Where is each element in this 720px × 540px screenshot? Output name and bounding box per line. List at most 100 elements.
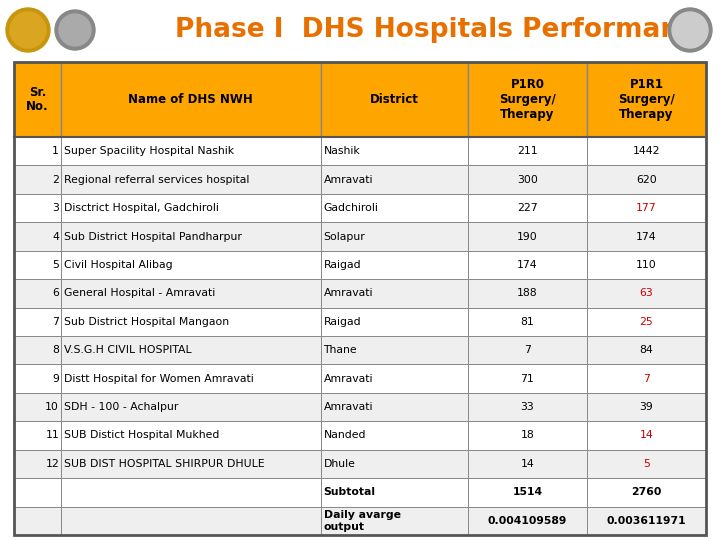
Text: 3: 3 xyxy=(52,203,59,213)
Bar xyxy=(14,194,61,222)
Bar xyxy=(320,222,468,251)
Bar xyxy=(320,393,468,421)
Bar xyxy=(61,393,320,421)
Text: Gadchiroli: Gadchiroli xyxy=(323,203,379,213)
Bar xyxy=(320,450,468,478)
Text: 2760: 2760 xyxy=(631,488,662,497)
Bar xyxy=(587,137,706,165)
Text: SUB Distict Hospital Mukhed: SUB Distict Hospital Mukhed xyxy=(64,430,220,441)
Text: 188: 188 xyxy=(517,288,538,299)
Bar xyxy=(61,450,320,478)
Text: Raigad: Raigad xyxy=(323,317,361,327)
Text: 9: 9 xyxy=(52,374,59,383)
Bar xyxy=(587,62,706,137)
Text: 7: 7 xyxy=(643,374,650,383)
Text: 174: 174 xyxy=(517,260,538,270)
Bar xyxy=(587,364,706,393)
Bar xyxy=(61,62,320,137)
Text: Amravati: Amravati xyxy=(323,288,373,299)
Bar xyxy=(320,165,468,194)
Bar xyxy=(468,393,587,421)
Bar xyxy=(468,194,587,222)
Bar xyxy=(320,308,468,336)
Text: 11: 11 xyxy=(45,430,59,441)
Circle shape xyxy=(59,14,91,46)
Text: Name of DHS NWH: Name of DHS NWH xyxy=(128,93,253,106)
Text: Nashik: Nashik xyxy=(323,146,360,156)
Text: Dhule: Dhule xyxy=(323,459,356,469)
Text: Daily avarge
output: Daily avarge output xyxy=(323,510,400,531)
Text: 71: 71 xyxy=(521,374,534,383)
Bar xyxy=(61,364,320,393)
Text: Subtotal: Subtotal xyxy=(323,488,376,497)
Bar xyxy=(14,308,61,336)
Text: Sub District Hospital Mangaon: Sub District Hospital Mangaon xyxy=(64,317,229,327)
Bar xyxy=(61,478,320,507)
Bar xyxy=(14,364,61,393)
Text: 620: 620 xyxy=(636,174,657,185)
Text: 14: 14 xyxy=(521,459,534,469)
Text: 33: 33 xyxy=(521,402,534,412)
Bar xyxy=(587,336,706,364)
Bar xyxy=(61,421,320,450)
Text: 81: 81 xyxy=(521,317,534,327)
Bar xyxy=(320,62,468,137)
Text: 190: 190 xyxy=(517,232,538,241)
Bar xyxy=(587,279,706,308)
Bar xyxy=(468,507,587,535)
Bar xyxy=(468,251,587,279)
Circle shape xyxy=(10,12,46,48)
Bar xyxy=(468,421,587,450)
Text: 1514: 1514 xyxy=(513,488,543,497)
Circle shape xyxy=(55,10,95,50)
Bar xyxy=(468,364,587,393)
Text: 1442: 1442 xyxy=(633,146,660,156)
Bar xyxy=(320,279,468,308)
Bar xyxy=(14,62,61,137)
Text: Civil Hospital Alibag: Civil Hospital Alibag xyxy=(64,260,173,270)
Text: 5: 5 xyxy=(52,260,59,270)
Bar xyxy=(587,450,706,478)
Text: V.S.G.H CIVIL HOSPITAL: V.S.G.H CIVIL HOSPITAL xyxy=(64,345,192,355)
Text: 174: 174 xyxy=(636,232,657,241)
Bar xyxy=(14,62,706,535)
Bar xyxy=(61,507,320,535)
Bar xyxy=(61,279,320,308)
Bar xyxy=(14,421,61,450)
Text: 84: 84 xyxy=(639,345,653,355)
Bar xyxy=(320,478,468,507)
Text: Disctrict Hospital, Gadchiroli: Disctrict Hospital, Gadchiroli xyxy=(64,203,219,213)
Text: Nanded: Nanded xyxy=(323,430,366,441)
Text: P1R1
Surgery/
Therapy: P1R1 Surgery/ Therapy xyxy=(618,78,675,121)
Bar xyxy=(320,251,468,279)
Bar xyxy=(320,364,468,393)
Text: 1: 1 xyxy=(52,146,59,156)
Bar xyxy=(587,393,706,421)
Bar xyxy=(587,194,706,222)
Bar xyxy=(468,450,587,478)
Bar xyxy=(61,165,320,194)
Text: General Hospital - Amravati: General Hospital - Amravati xyxy=(64,288,215,299)
Text: 5: 5 xyxy=(643,459,650,469)
Text: 63: 63 xyxy=(639,288,653,299)
Text: 0.004109589: 0.004109589 xyxy=(487,516,567,526)
Text: Regional referral services hospital: Regional referral services hospital xyxy=(64,174,249,185)
Text: SDH - 100 - Achalpur: SDH - 100 - Achalpur xyxy=(64,402,179,412)
Bar xyxy=(14,478,61,507)
Text: District: District xyxy=(370,93,419,106)
Bar xyxy=(61,194,320,222)
Bar xyxy=(468,165,587,194)
Text: Super Spacility Hospital Nashik: Super Spacility Hospital Nashik xyxy=(64,146,234,156)
Text: 7: 7 xyxy=(52,317,59,327)
Text: Thane: Thane xyxy=(323,345,357,355)
Text: 2: 2 xyxy=(52,174,59,185)
Text: Amravati: Amravati xyxy=(323,374,373,383)
Bar xyxy=(61,308,320,336)
Text: 227: 227 xyxy=(517,203,538,213)
Text: Amravati: Amravati xyxy=(323,174,373,185)
Bar xyxy=(587,165,706,194)
Text: Amravati: Amravati xyxy=(323,402,373,412)
Text: 18: 18 xyxy=(521,430,534,441)
Bar xyxy=(320,137,468,165)
Bar xyxy=(61,137,320,165)
